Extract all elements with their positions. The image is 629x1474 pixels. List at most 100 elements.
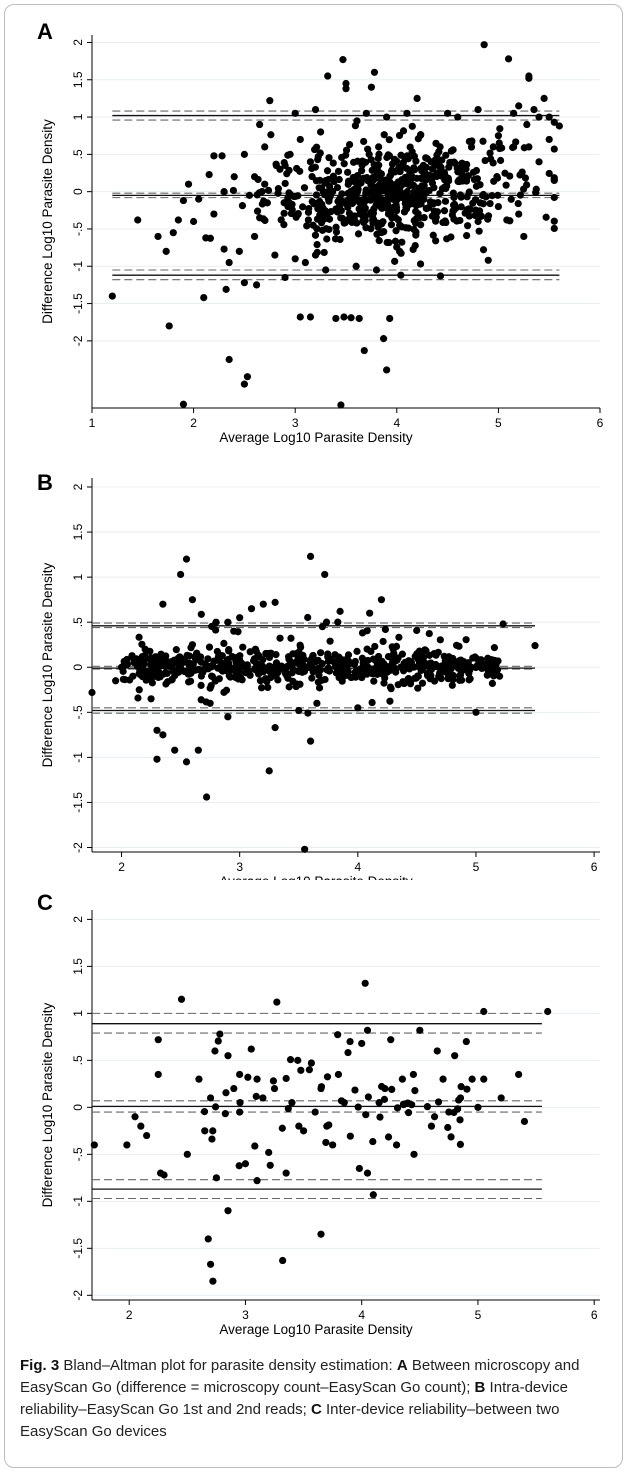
data-point (545, 135, 553, 144)
data-point (261, 216, 269, 225)
data-point (370, 68, 379, 76)
data-point (357, 196, 365, 204)
data-point (383, 366, 391, 374)
data-point (310, 200, 318, 208)
data-point (346, 199, 354, 207)
data-point (374, 154, 382, 162)
data-point (422, 163, 430, 172)
caption-segment: Inter-device reliability–between two Eas… (20, 1401, 560, 1440)
data-point (545, 113, 553, 121)
data-point (317, 128, 325, 136)
data-point (232, 669, 240, 677)
data-point (271, 724, 279, 732)
data-point (441, 197, 450, 205)
data-point (486, 199, 494, 208)
data-point (236, 1070, 244, 1079)
data-point (367, 647, 375, 656)
x-tick-label: 4 (354, 860, 361, 874)
data-point (289, 665, 297, 673)
data-point (391, 657, 400, 665)
x-tick-label: 6 (591, 1308, 598, 1322)
data-point (377, 596, 386, 604)
data-point (476, 181, 484, 189)
data-point (318, 623, 326, 631)
data-point (271, 598, 279, 606)
data-point (475, 227, 483, 235)
data-point (371, 642, 379, 651)
data-point (177, 995, 186, 1003)
data-point (417, 221, 425, 229)
data-point (377, 220, 386, 228)
data-point (477, 212, 485, 220)
data-point (423, 1103, 432, 1111)
data-point (418, 679, 427, 687)
data-point (294, 1056, 302, 1064)
data-point (171, 746, 179, 754)
data-point (329, 159, 337, 167)
data-point (555, 122, 563, 130)
data-point (153, 755, 161, 763)
y-tick-label: 1.5 (71, 71, 85, 88)
data-point (372, 266, 381, 274)
caption-panel-letter: A (396, 1357, 408, 1374)
x-tick-label: 3 (242, 1308, 249, 1322)
x-tick-label: 2 (118, 860, 125, 874)
data-point (165, 322, 173, 330)
data-point (202, 234, 210, 242)
y-axis-label: Difference Log10 Parasite Density (40, 1002, 55, 1207)
data-point (415, 659, 424, 667)
data-point (276, 165, 284, 173)
data-point (151, 653, 160, 661)
data-point (284, 1104, 292, 1113)
data-point (336, 607, 344, 615)
y-tick-label: -1 (71, 1196, 85, 1207)
data-point (485, 669, 494, 677)
data-point (375, 237, 383, 245)
data-point (135, 633, 143, 641)
data-point (256, 120, 264, 129)
data-point (367, 83, 375, 91)
data-point (472, 166, 481, 175)
data-point (407, 172, 416, 180)
data-point (489, 143, 497, 151)
data-point (211, 1103, 220, 1111)
data-point (413, 650, 421, 658)
y-tick-label: -2 (71, 1290, 85, 1301)
data-point (463, 1085, 471, 1093)
data-point (449, 189, 458, 197)
data-point (137, 1122, 145, 1130)
data-point (443, 235, 451, 243)
data-point (516, 191, 525, 199)
data-point (456, 1140, 464, 1148)
data-point (317, 219, 326, 227)
data-point (417, 131, 425, 139)
y-axis-label: Difference Log10 Parasite Density (40, 562, 55, 767)
data-point (416, 1026, 424, 1034)
data-point (188, 596, 197, 604)
data-point (525, 143, 533, 151)
data-point (286, 150, 294, 158)
data-point (388, 1085, 396, 1094)
data-point (404, 1109, 413, 1117)
figure-caption: Fig. 3 Bland–Altman plot for parasite de… (20, 1355, 612, 1443)
data-point (363, 1169, 372, 1177)
data-point (447, 1133, 455, 1141)
data-point (456, 1116, 464, 1124)
data-point (281, 179, 289, 188)
data-point (334, 618, 342, 626)
data-point (324, 653, 332, 661)
data-point (201, 1127, 209, 1135)
data-point (235, 1162, 243, 1170)
data-point (369, 669, 377, 678)
data-point (131, 1113, 139, 1121)
data-point (444, 1123, 452, 1132)
data-point (316, 176, 324, 184)
data-point (315, 184, 323, 192)
data-point (307, 1059, 315, 1067)
data-point (465, 669, 473, 678)
caption-segment: Bland–Altman plot for parasite density e… (59, 1357, 397, 1374)
data-point (235, 247, 243, 255)
data-point (245, 191, 254, 199)
data-point (333, 183, 342, 192)
data-point (417, 164, 425, 172)
